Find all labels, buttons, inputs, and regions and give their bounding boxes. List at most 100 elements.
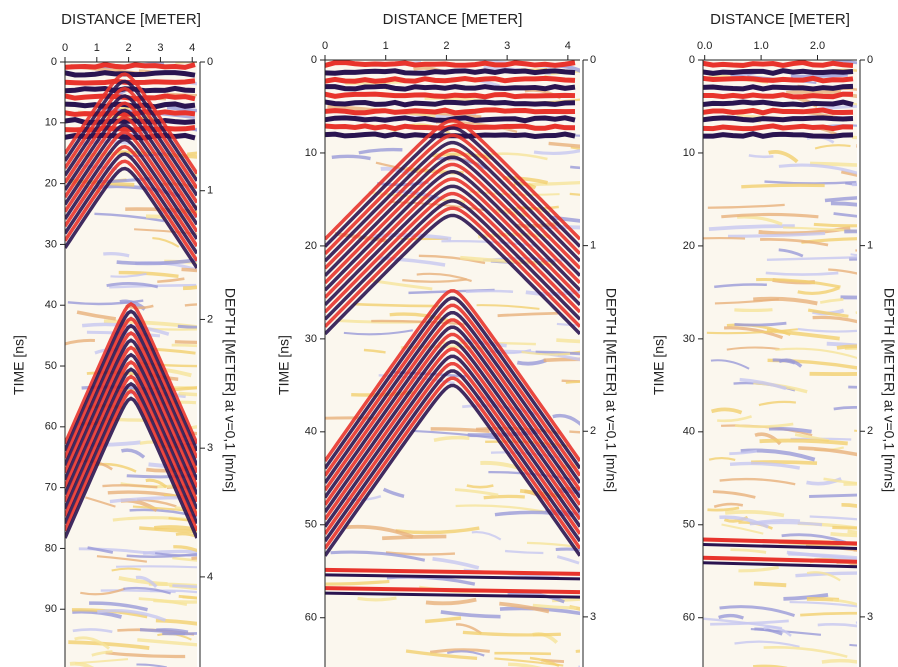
- top-band: [325, 91, 576, 100]
- texture: [719, 477, 796, 486]
- texture: [754, 627, 783, 636]
- reflection: [65, 360, 197, 503]
- texture: [97, 609, 166, 622]
- texture: [382, 487, 405, 498]
- texture: [734, 422, 794, 429]
- texture: [137, 638, 197, 647]
- reflection: [325, 162, 580, 285]
- reflection: [65, 374, 197, 517]
- reflection: [325, 126, 580, 248]
- texture: [466, 484, 494, 489]
- texture: [726, 346, 780, 351]
- texture: [781, 533, 847, 544]
- texture: [763, 646, 848, 658]
- texture: [172, 584, 197, 589]
- top-band: [703, 131, 854, 139]
- texture: [174, 340, 197, 344]
- texture: [810, 161, 857, 167]
- layer: [325, 573, 580, 581]
- texture: [96, 555, 148, 563]
- texture: [94, 212, 165, 223]
- top-band: [65, 62, 196, 70]
- texture: [412, 429, 500, 440]
- texture: [102, 484, 158, 489]
- texture: [476, 304, 540, 310]
- texture: [556, 555, 580, 565]
- texture: [848, 385, 857, 389]
- texture: [363, 348, 386, 354]
- texture: [758, 400, 797, 407]
- x-tick-label: 0: [62, 42, 68, 54]
- texture: [778, 248, 804, 258]
- texture: [191, 556, 197, 560]
- reflection: [65, 381, 197, 525]
- texture: [809, 493, 857, 498]
- texture: [717, 415, 752, 423]
- texture: [852, 102, 857, 106]
- reflection: [65, 345, 197, 488]
- texture: [371, 319, 466, 326]
- texture: [168, 517, 197, 523]
- y2-tick-label: 3: [867, 611, 873, 623]
- x-tick-label: 0.0: [697, 40, 712, 52]
- y-tick-label: 60: [45, 421, 57, 433]
- texture: [729, 449, 758, 456]
- reflection: [65, 367, 197, 510]
- texture: [724, 509, 785, 518]
- texture: [120, 448, 146, 459]
- reflection: [65, 137, 197, 240]
- layer: [325, 567, 580, 576]
- texture: [548, 141, 580, 148]
- y-tick-label: 30: [305, 333, 317, 345]
- reflection: [325, 376, 580, 550]
- top-band: [325, 75, 576, 84]
- texture: [72, 628, 113, 634]
- y2-tick-label: 2: [590, 425, 596, 437]
- top-band: [703, 68, 854, 76]
- reflection: [325, 206, 580, 328]
- y2-tick-label: 0: [867, 54, 873, 66]
- top-band: [703, 107, 854, 116]
- reflection: [325, 177, 580, 299]
- y2-tick-label: 2: [207, 313, 213, 325]
- texture: [710, 407, 743, 415]
- texture: [721, 523, 764, 535]
- reflection: [325, 170, 580, 292]
- texture: [115, 565, 197, 569]
- y-tick-label: 50: [45, 360, 57, 372]
- texture: [171, 343, 197, 348]
- texture: [703, 236, 746, 240]
- texture: [521, 350, 571, 356]
- top-band: [325, 115, 576, 124]
- texture: [570, 165, 580, 170]
- reflection: [325, 369, 580, 543]
- texture: [821, 658, 857, 664]
- texture: [149, 589, 197, 594]
- texture: [156, 628, 189, 633]
- reflection: [65, 338, 197, 481]
- reflection: [325, 133, 580, 255]
- texture: [447, 650, 485, 657]
- reflection: [325, 303, 580, 477]
- y-tick-label: 50: [305, 519, 317, 531]
- texture: [123, 586, 171, 595]
- y-tick-label: 80: [45, 542, 57, 554]
- texture: [734, 308, 773, 313]
- texture: [797, 286, 840, 295]
- texture: [570, 146, 580, 150]
- texture: [465, 289, 514, 294]
- texture: [166, 92, 197, 97]
- texture: [721, 212, 819, 219]
- texture: [719, 605, 795, 617]
- reflection: [65, 101, 197, 204]
- texture: [734, 321, 787, 327]
- texture: [175, 532, 197, 539]
- texture: [395, 526, 480, 535]
- texture: [844, 229, 857, 234]
- texture: [555, 547, 580, 552]
- texture: [724, 326, 784, 340]
- texture: [565, 380, 580, 384]
- y2-tick-label: 3: [590, 611, 596, 623]
- texture: [430, 427, 490, 434]
- texture: [778, 163, 857, 175]
